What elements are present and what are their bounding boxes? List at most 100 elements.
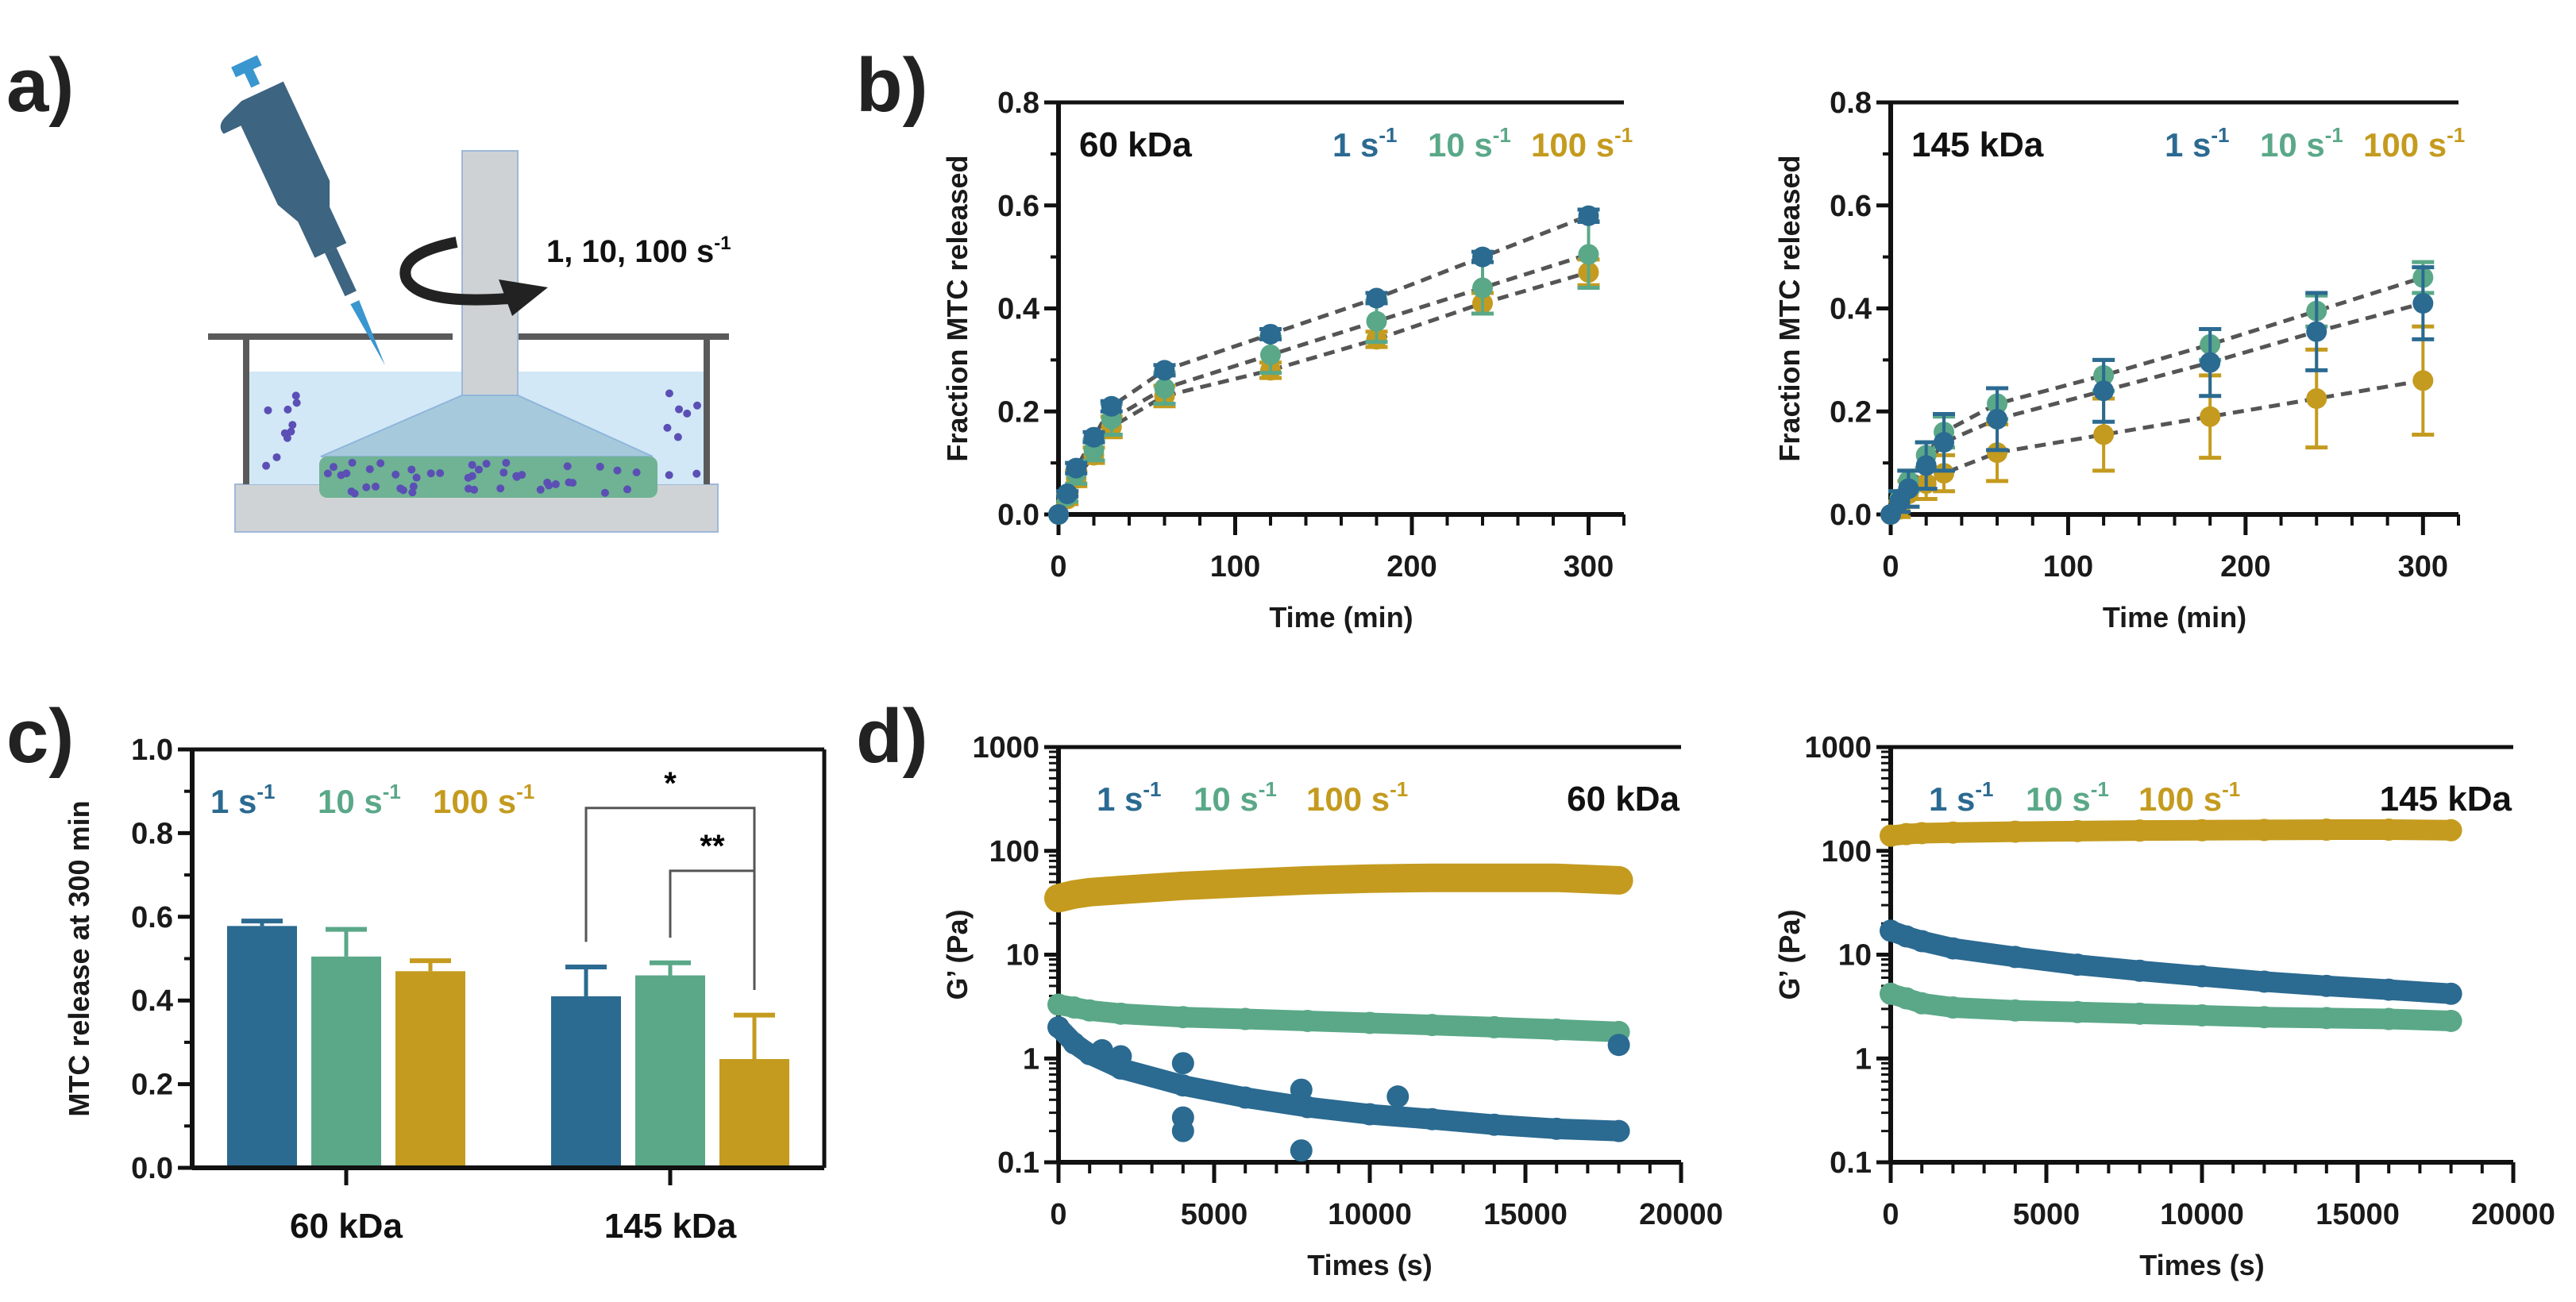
particle-dot [496,484,505,493]
particle-dot [272,453,281,461]
particle-dot [683,409,692,418]
data-point-s100 [1234,872,1257,895]
data-point-s1 [1083,426,1105,448]
y-tick-label: 0.8 [131,817,173,850]
particle-dot [563,462,572,471]
shear-rate-sup: -1 [714,233,731,254]
y-tick-label: 0.0 [131,1152,173,1185]
legend-item-s1: 1 s-1 [210,780,276,820]
release-chart-0: 0.0 0.2 0.4 0.6 0.8 0 100 200 300 Time (min) Fract… [941,87,1633,634]
particle-dot [470,485,479,494]
particle-dot [551,480,560,488]
data-point-s10 [1171,1006,1194,1029]
x-tick-label: 10000 [1328,1198,1412,1231]
x-tick-label: 10000 [2160,1198,2244,1231]
legend-item-s1: 1 s-1 [2165,123,2230,164]
particle-dot [675,405,684,414]
y-axis-title: Fraction MTC released [1773,155,1806,461]
legend-item-s100: 100 s-1 [1531,123,1633,164]
bar-s1 [227,926,297,1168]
data-point-s10 [1078,999,1101,1022]
outlier-point-s1 [1109,1045,1132,1068]
legend-item-s10: 10 s-1 [1428,123,1511,164]
legend-label: 1 s [1097,780,1143,818]
legend-item-s1: 1 s-1 [1332,123,1398,164]
data-point-s1 [1915,455,1937,476]
particle-dot [426,469,435,478]
particle-dot [292,399,301,407]
data-point-s10 [2439,1009,2462,1032]
bar-s100 [719,1058,789,1168]
data-point-s1 [2315,974,2338,997]
data-point-s100 [1987,442,2008,464]
pipette-shaft [325,248,357,297]
legend-item-s100: 100 s-1 [433,780,534,820]
data-point-s100 [2412,370,2434,391]
legend-superscript: -1 [1143,777,1161,801]
particle-dot [545,481,553,490]
fit-line-s1 [1056,214,1590,515]
data-point-s100 [1934,463,1955,484]
bar-s100 [395,971,465,1168]
data-point-s10 [2191,1003,2213,1027]
data-point-s10 [1578,244,1599,265]
data-point-s1 [1260,323,1281,345]
legend-label: 100 s [1531,126,1614,164]
shear-rate-text: 1, 10, 100 s [546,234,714,269]
particle-dot [291,391,300,400]
y-tick-label: 1 [1855,1042,1872,1076]
particle-dot [350,489,359,498]
y-tick-label: 1000 [972,731,1039,765]
panel-label-b: b) [856,43,928,128]
fit-line-s10 [1056,252,1590,516]
particle-dot [330,463,338,472]
release-chart-1: 0.0 0.2 0.4 0.6 0.8 0 100 200 300 Time (min) Fract… [1773,87,2465,634]
schematic-release-setup: 1, 10, 100 s-1 [208,55,731,533]
x-tick-label: 15000 [1483,1198,1568,1231]
data-point-s10 [1154,378,1175,399]
y-tick-label: 1 [1023,1042,1039,1076]
legend-superscript: -1 [1390,777,1408,801]
data-point-s1 [1234,1086,1257,1109]
particle-dot [663,423,672,432]
data-point-s1 [1934,432,1955,453]
data-point-s1 [1171,1074,1194,1097]
data-point-s1 [1154,360,1175,381]
particle-dot [396,484,405,493]
data-point-s10 [1472,277,1493,299]
y-axis-title: Fraction MTC released [941,155,974,461]
legend-superscript: -1 [1975,777,1993,801]
data-point-s10 [2253,1006,2276,1029]
rheometer-cone [320,395,654,457]
data-point-s100 [2066,819,2089,842]
data-point-s10 [1545,1018,1568,1041]
particle-dot [436,469,445,478]
data-point-s10 [2003,999,2026,1022]
outlier-point-s1 [1171,1052,1194,1075]
data-point-s10 [1296,1009,1319,1032]
bar-s10 [311,956,381,1168]
data-point-s10 [2377,1007,2401,1030]
legend-label: 100 s [1306,780,1390,818]
data-point-s1 [1359,1103,1381,1126]
bar-s1 [551,996,621,1168]
y-tick-label: 0.4 [1830,293,1872,326]
data-point-s1 [1483,1113,1506,1136]
data-point-s1 [1296,1096,1319,1119]
outlier-point-s1 [1171,1119,1194,1142]
particle-dot [365,464,374,473]
y-tick-label: 10 [1006,939,1039,973]
data-point-s100 [2253,819,2276,842]
data-point-s100 [2200,406,2221,427]
particle-dot [512,472,521,481]
x-axis-title: Times (s) [2139,1249,2264,1281]
particle-dot [596,462,604,471]
legend-item-s1: 1 s-1 [1929,777,1994,818]
legend-item-s100: 100 s-1 [1306,777,1408,818]
y-tick-label: 0.0 [1830,499,1872,532]
legend-item-s10: 10 s-1 [2260,123,2343,164]
particle-dot [474,465,483,474]
